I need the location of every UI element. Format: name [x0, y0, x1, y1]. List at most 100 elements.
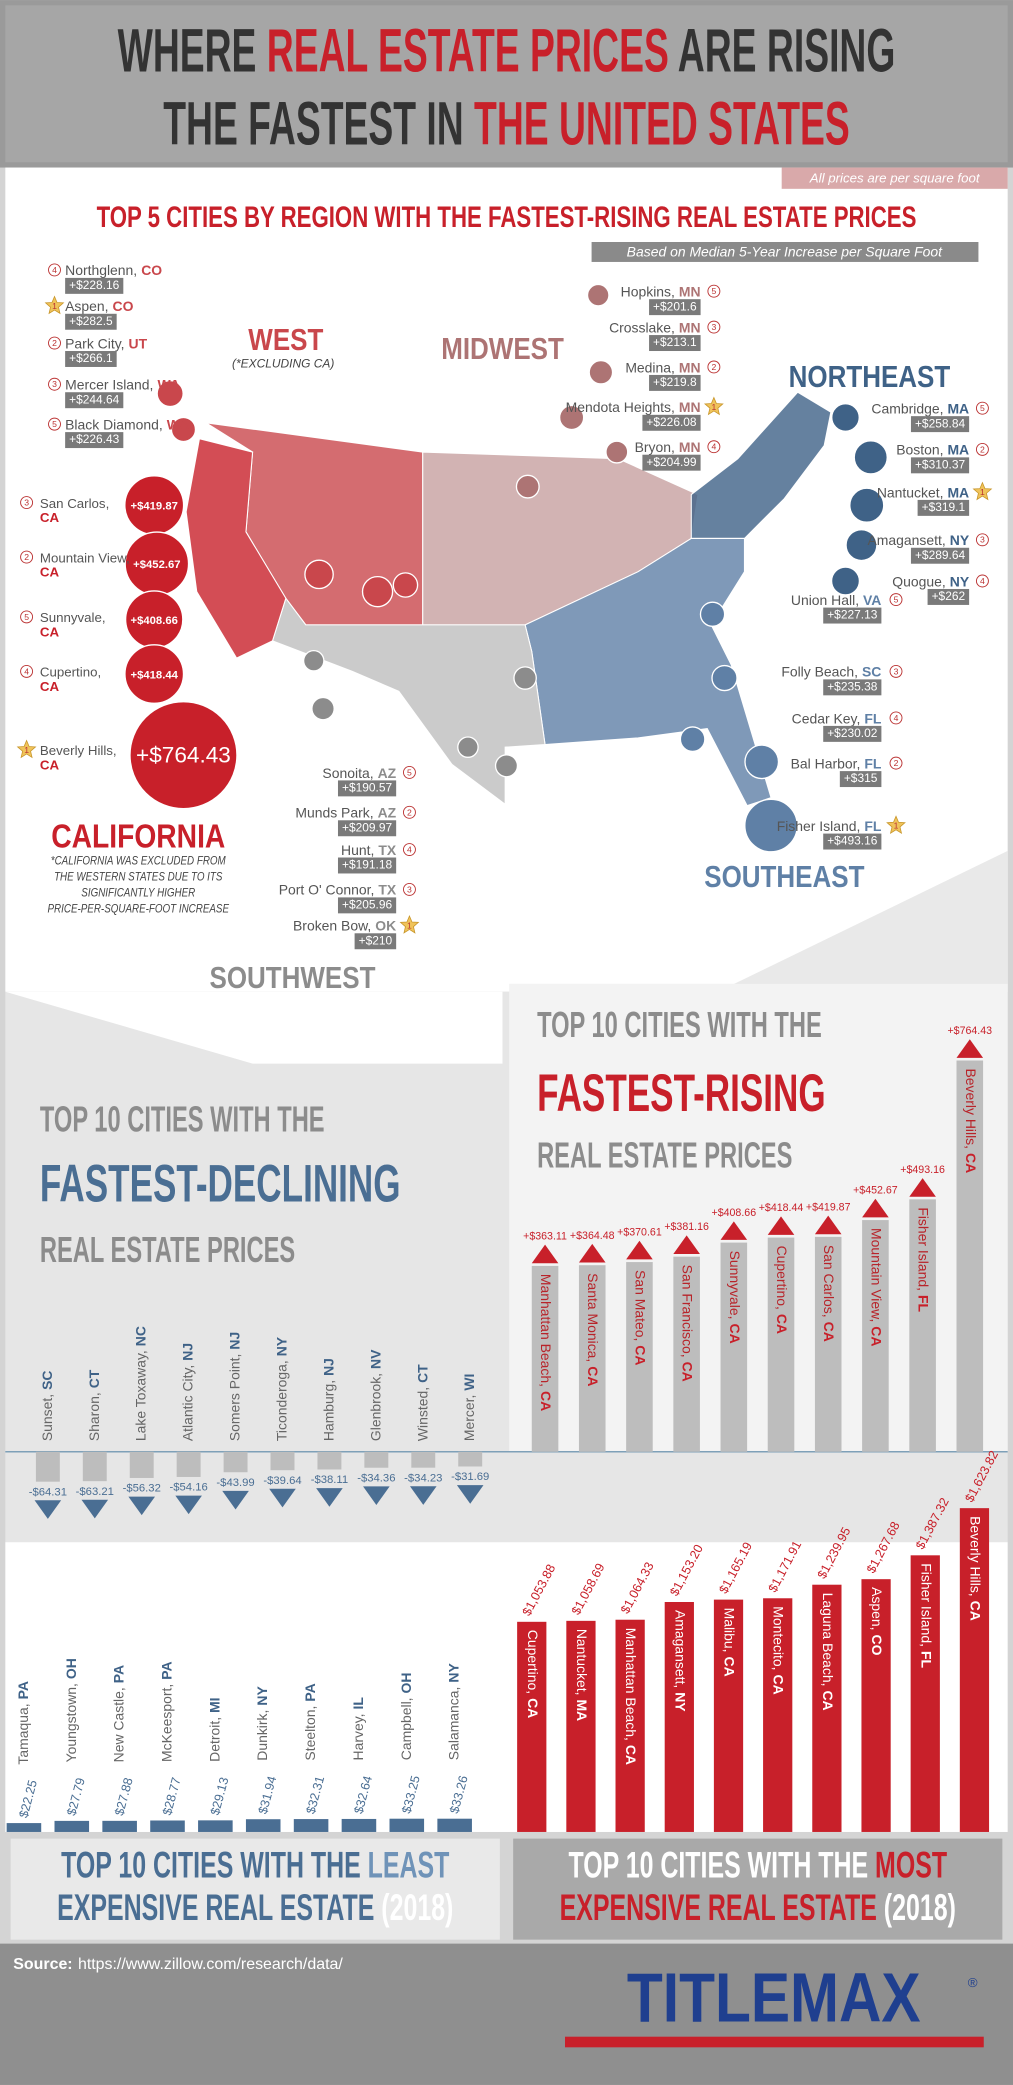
category-state: CA	[963, 1153, 979, 1173]
category-state: FL	[919, 1651, 935, 1669]
city-state: AZ	[378, 764, 397, 780]
city-label: Broken Bow, OK	[293, 917, 396, 933]
rank-badge	[20, 664, 34, 678]
category-state: NV	[367, 1349, 383, 1369]
city-value: +$244.64	[69, 392, 120, 406]
value-label: +$381.16	[664, 1221, 709, 1233]
city-state: CA	[40, 565, 60, 580]
chart-title: TOP 10 CITIES WITH THE	[40, 1100, 325, 1140]
region-note: *CALIFORNIA WAS EXCLUDED FROM	[51, 855, 227, 868]
category-city: Salamanca,	[445, 1687, 461, 1761]
category-state: IL	[350, 1697, 366, 1710]
city-name: Folly Beach,	[781, 663, 858, 679]
city-marker	[558, 404, 585, 431]
city-state: FL	[864, 818, 882, 834]
city-value: +$282.5	[69, 314, 113, 328]
value-label: -$64.31	[29, 1486, 67, 1498]
bar	[411, 1451, 436, 1468]
category-state: PA	[110, 1665, 126, 1683]
bar	[437, 1818, 472, 1832]
city-marker	[831, 403, 860, 432]
city-state: VA	[863, 592, 881, 608]
bar	[223, 1451, 248, 1473]
rank-badge	[403, 805, 416, 819]
category-label: Montecito, CA	[771, 1606, 787, 1694]
rank-number: 2	[407, 807, 412, 817]
region-note: SIGNIFICANTLY HIGHER	[81, 887, 195, 900]
rank-badge	[403, 843, 416, 856]
city-label: Bal Harbor, FL	[791, 755, 882, 771]
city-marker	[744, 798, 798, 853]
city-state: CA	[40, 624, 60, 639]
value-badge	[839, 771, 882, 788]
category-label: Fisher Island, FL	[919, 1563, 935, 1668]
rank-badge	[889, 711, 903, 725]
rank-number: 3	[894, 666, 899, 676]
city-value: +$205.96	[342, 898, 393, 912]
rank-number: 2	[711, 362, 716, 372]
rank-number: 3	[980, 535, 985, 545]
city-value: +$764.43	[136, 742, 231, 767]
title-part: WHERE	[118, 16, 267, 85]
city-value: +$419.87	[131, 501, 178, 513]
source-label: Source:	[13, 1956, 72, 1973]
logo-underline	[564, 2036, 984, 2048]
city-name: Union Hall,	[791, 592, 859, 608]
chart-title-part: (2018)	[877, 1886, 956, 1928]
value-badge	[649, 335, 701, 352]
city-state: SC	[862, 663, 881, 679]
category-state: FL	[916, 1295, 932, 1313]
category-city: Cupertino,	[774, 1246, 790, 1310]
category-city: Laguna Beach,	[820, 1593, 836, 1687]
category-label: San Francisco, CA	[680, 1265, 696, 1382]
value-badge	[337, 897, 397, 914]
text-group: WHERE REAL ESTATE PRICES ARE RISING	[118, 16, 896, 85]
category-state: NC	[132, 1326, 148, 1346]
city-value: +$262	[932, 589, 966, 603]
city-value: +$418.44	[131, 669, 179, 681]
category-city: Fisher Island,	[919, 1563, 935, 1647]
city-marker	[304, 559, 334, 590]
category-state: CA	[774, 1314, 790, 1334]
category-city: Aspen,	[869, 1587, 885, 1630]
city-marker	[156, 379, 184, 408]
category-state: OH	[62, 1658, 78, 1679]
category-city: San Carlos,	[822, 1245, 838, 1318]
category-label: Cupertino, CA	[774, 1246, 790, 1334]
rank-badge	[20, 550, 34, 564]
category-state: PA	[302, 1683, 318, 1701]
category-state: MA	[574, 1699, 590, 1721]
bar-arrow	[316, 1488, 343, 1507]
city-state: AZ	[378, 804, 397, 820]
city-state: TX	[378, 881, 397, 897]
rank-number: 4	[52, 265, 57, 275]
text-group: TOP 10 CITIES WITH THE	[40, 1100, 325, 1140]
city-name: Mercer Island,	[65, 376, 153, 392]
city-state: MA	[947, 484, 969, 500]
bar-arrow	[673, 1235, 700, 1255]
city-marker	[515, 474, 540, 499]
city-name: Fisher Island,	[777, 818, 861, 834]
subtitle-bg	[591, 242, 979, 262]
title-part: REAL ESTATE PRICES	[267, 16, 669, 85]
rank-number: 5	[52, 419, 57, 429]
value-badge	[910, 416, 970, 433]
category-label: Hamburg, NJ	[320, 1358, 336, 1441]
bar	[517, 1621, 547, 1832]
category-label: Mountain View, CA	[869, 1228, 885, 1346]
category-city: Hamburg,	[320, 1380, 336, 1441]
rank-number: 5	[894, 595, 899, 605]
category-city: Somers Point,	[226, 1354, 242, 1442]
rank-number: 4	[24, 666, 29, 676]
city-name: Cambridge,	[871, 400, 943, 416]
category-state: CA	[727, 1324, 743, 1344]
least-title-band	[10, 1838, 500, 1940]
category-state: CA	[525, 1698, 541, 1718]
rank-number: 1	[52, 301, 57, 311]
city-label: Folly Beach, SC	[781, 663, 881, 679]
value-badge	[65, 392, 124, 409]
city-name: Munds Park,	[295, 804, 373, 820]
city-marker	[849, 487, 885, 523]
category-city: Santa Monica,	[586, 1273, 602, 1362]
category-state: CA	[586, 1366, 602, 1386]
